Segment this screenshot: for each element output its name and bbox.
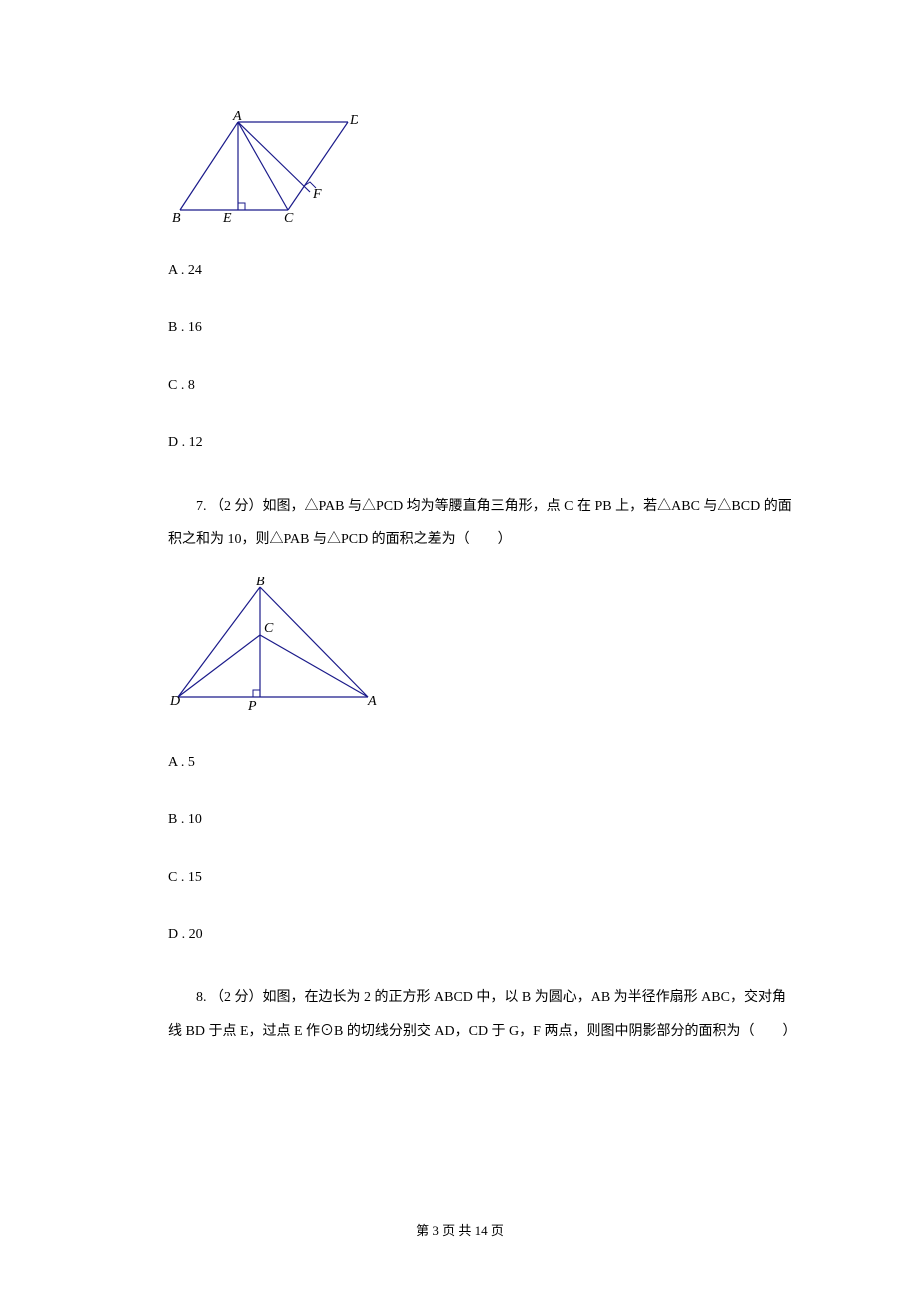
figure2-svg: B D A P C	[168, 577, 383, 717]
figure1-svg: A D B C E F	[168, 110, 358, 225]
label-P: P	[247, 699, 257, 714]
label-D2: D	[169, 694, 180, 709]
q7-option-d: D . 20	[168, 924, 792, 946]
label-B: B	[172, 211, 181, 225]
label-D: D	[349, 113, 358, 128]
q6-option-c: C . 8	[168, 375, 792, 397]
label-B2: B	[256, 577, 265, 589]
label-A2: A	[367, 694, 377, 709]
label-C: C	[284, 211, 294, 225]
q7-option-b: B . 10	[168, 809, 792, 831]
page-footer: 第 3 页 共 14 页	[0, 1221, 920, 1242]
label-C2: C	[264, 621, 274, 636]
label-F: F	[312, 187, 322, 202]
q6-option-a: A . 24	[168, 260, 792, 282]
label-E: E	[222, 211, 232, 225]
q7-option-a: A . 5	[168, 752, 792, 774]
q7-text: 7. （2 分）如图，△PAB 与△PCD 均为等腰直角三角形，点 C 在 PB…	[168, 490, 792, 557]
label-A: A	[232, 110, 242, 124]
figure-triangles: B D A P C	[168, 577, 792, 717]
q6-option-b: B . 16	[168, 317, 792, 339]
q6-option-d: D . 12	[168, 432, 792, 454]
q8-text: 8. （2 分）如图，在边长为 2 的正方形 ABCD 中，以 B 为圆心，AB…	[168, 981, 792, 1048]
figure-parallelogram: A D B C E F	[168, 110, 792, 225]
q7-option-c: C . 15	[168, 867, 792, 889]
